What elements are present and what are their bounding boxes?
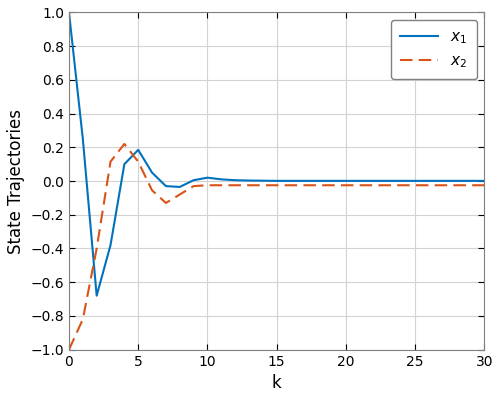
$x_2$ [246,183,252,188]
$x_2$ [176,192,182,197]
$x_1$ [356,178,362,183]
$x_2$ [329,183,335,188]
$x_1$ [80,136,86,141]
$x_1$ [454,178,460,183]
$x_2$ [356,183,362,188]
$x_2$ [343,183,349,188]
$x_1$ [232,178,238,183]
$x_2$ [412,183,418,188]
Line: $x_1$: $x_1$ [69,12,484,296]
$x_2$ [218,183,224,188]
Y-axis label: State Trajectories: State Trajectories [7,109,25,253]
$x_2$ [122,142,128,146]
$x_2$ [302,183,308,188]
$x_2$ [190,184,196,188]
$x_1$ [204,175,210,180]
$x_1$ [176,185,182,190]
$x_1$ [482,178,488,183]
$x_1$ [440,178,446,183]
$x_2$ [370,183,376,188]
$x_1$ [426,178,432,183]
$x_2$ [315,183,321,188]
$x_1$ [398,178,404,183]
$x_2$ [482,183,488,188]
$x_1$ [108,243,114,247]
$x_1$ [468,178,473,183]
$x_2$ [384,183,390,188]
$x_1$ [302,178,308,183]
X-axis label: k: k [272,374,281,392]
$x_1$ [190,178,196,183]
$x_1$ [288,178,294,183]
$x_2$ [288,183,294,188]
$x_2$ [426,183,432,188]
$x_1$ [315,178,321,183]
$x_2$ [66,347,72,352]
Line: $x_2$: $x_2$ [69,144,484,350]
$x_2$ [454,183,460,188]
$x_1$ [260,178,266,183]
Legend: $x_1$, $x_2$: $x_1$, $x_2$ [391,20,476,79]
$x_2$ [274,183,280,188]
$x_1$ [329,178,335,183]
$x_2$ [204,183,210,188]
$x_2$ [260,183,266,188]
$x_1$ [163,184,169,188]
$x_2$ [440,183,446,188]
$x_1$ [135,148,141,152]
$x_1$ [274,178,280,183]
$x_2$ [94,246,100,251]
$x_1$ [370,178,376,183]
$x_1$ [218,177,224,182]
$x_1$ [343,178,349,183]
$x_2$ [108,159,114,164]
$x_1$ [384,178,390,183]
$x_1$ [122,162,128,166]
$x_1$ [246,178,252,183]
$x_1$ [66,10,72,15]
$x_2$ [135,159,141,164]
$x_1$ [149,170,155,175]
$x_2$ [163,201,169,205]
$x_2$ [232,183,238,188]
$x_2$ [149,188,155,193]
$x_2$ [468,183,473,188]
$x_1$ [94,293,100,298]
$x_2$ [80,317,86,322]
$x_1$ [412,178,418,183]
$x_2$ [398,183,404,188]
